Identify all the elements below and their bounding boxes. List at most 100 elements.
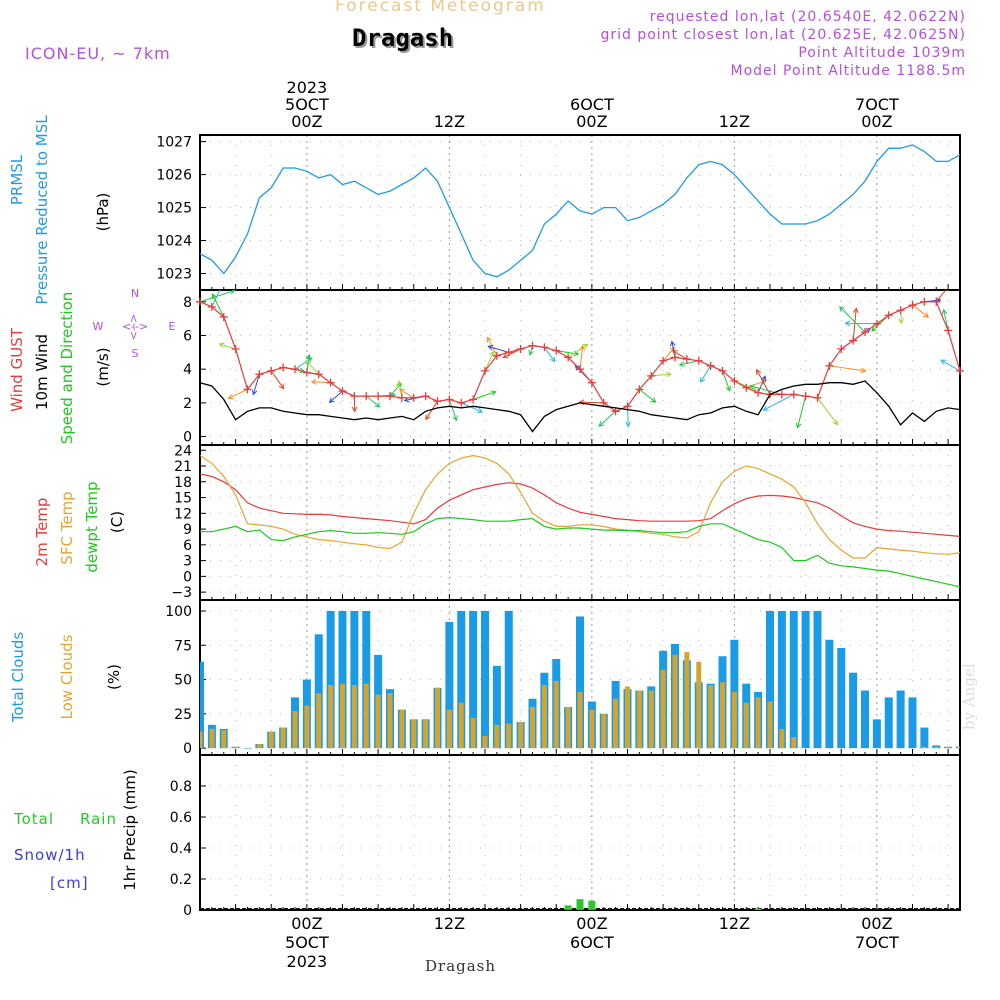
low-cloud-bar [684, 652, 690, 749]
low-cloud-bar [304, 705, 310, 749]
wind-arrow-head [528, 349, 534, 356]
gust-marker [409, 393, 418, 402]
gust-marker [469, 395, 478, 404]
low-cloud-bar [743, 702, 749, 749]
rain-bar [564, 905, 572, 910]
clouds-ytick-label: 100 [165, 604, 192, 620]
wind-arrow [598, 410, 616, 427]
precip-unit: 1hr Precip (mm) [121, 769, 139, 890]
gust-marker [777, 390, 786, 399]
wind-arrow-head [832, 419, 839, 426]
low-cloud-bar [435, 687, 440, 749]
wind-arrow [461, 402, 483, 413]
gust-marker [386, 392, 394, 401]
low-cloud-bar [411, 719, 417, 749]
temp-unit: (C) [108, 511, 126, 533]
total-cloud-bar [200, 661, 204, 749]
temperature-ytick-label: 0 [183, 569, 192, 585]
gust-marker [789, 390, 798, 399]
low-cloud-bar [921, 746, 927, 749]
total-cloud-bar [504, 610, 513, 749]
wind-arrow-head [725, 385, 731, 392]
wind-arrow [839, 306, 866, 333]
total-cloud-bar [314, 634, 323, 749]
precip-snow-label: Snow/1h [14, 846, 86, 864]
low-cloud-bar [731, 691, 737, 749]
wind-arrow-head [218, 342, 225, 348]
wind-unit: (m/s) [94, 347, 112, 386]
temperature-ytick-label: 15 [174, 491, 192, 507]
low-cloud-bar [779, 728, 785, 749]
bottom-time-label: 12Z [719, 914, 750, 933]
low-cloud-bar [541, 685, 547, 749]
gust-marker [350, 392, 359, 401]
low-cloud-bar [577, 691, 583, 749]
low-cloud-bar [482, 735, 488, 749]
gust-marker [730, 376, 739, 385]
wind-arrow-head [487, 344, 494, 351]
compass-s: S [132, 347, 139, 360]
low-cloud-bar [613, 698, 619, 749]
gust-marker [682, 355, 691, 364]
top-time-label: 7OCT [855, 95, 899, 114]
low-cloud-bar [767, 701, 773, 749]
total-cloud-bar [445, 621, 454, 749]
gust-marker [255, 370, 264, 379]
gust-marker [884, 311, 893, 320]
model-altitude: Model Point Altitude 1188.5m [730, 63, 966, 79]
wind-arrow [211, 290, 221, 308]
wind-arrow [486, 337, 498, 356]
total-cloud-bar [777, 610, 786, 749]
low-cloud-bar [446, 709, 452, 749]
wind-arrow [252, 374, 260, 395]
wind-ytick-label: 6 [183, 328, 192, 344]
total-cloud-bar [849, 672, 858, 749]
bottom-location-label: Dragash [425, 957, 497, 975]
gust-marker [326, 378, 335, 387]
wind-arrow-head [625, 421, 631, 428]
model-label: ICON-EU, ~ 7km [25, 44, 171, 63]
wind-arrow-head [762, 405, 769, 411]
gust-marker [837, 344, 846, 353]
gust-marker [908, 301, 917, 310]
wind-arrow [797, 396, 807, 428]
low-cloud-bar [720, 682, 725, 749]
bottom-time-label: 12Z [434, 914, 465, 933]
wind-arrow-head [374, 402, 381, 408]
total-cloud-bar [813, 610, 822, 749]
gust-marker [825, 361, 834, 370]
low-cloud-bar [233, 746, 239, 749]
wind-arrow [943, 309, 949, 331]
top-time-label: 5OCT [285, 95, 329, 114]
wind-arrow-head [760, 375, 767, 382]
temp2m-line [199, 473, 961, 537]
gust-marker [207, 302, 216, 311]
precipitation-ytick-label: 0.2 [170, 872, 192, 888]
wind-arrow [425, 400, 438, 420]
wind-speed-dir-label: Speed and Direction [58, 292, 76, 445]
temp-2m-label: 2m Temp [33, 498, 51, 567]
clouds-ytick-label: 50 [174, 673, 192, 689]
wind-arrow [211, 293, 225, 318]
gust-marker [243, 385, 252, 394]
pressure-ytick-label: 1026 [156, 168, 192, 184]
total-cloud-bar [837, 648, 846, 749]
low-cloud-bar [530, 706, 535, 749]
gust-marker [291, 365, 299, 374]
gust-marker [433, 397, 442, 406]
wind-arrow [757, 376, 766, 393]
pressure-ytick-label: 1025 [156, 201, 192, 217]
total-cloud-bar [576, 616, 584, 749]
gust-marker [754, 388, 763, 397]
top-time-label: 2023 [287, 78, 328, 97]
pressure-ytick-label: 1027 [156, 135, 192, 151]
precip-total-label: Total [13, 810, 54, 828]
low-cloud-bar [280, 727, 286, 749]
total-cloud-bar [481, 610, 489, 749]
total-cloud-bar [801, 610, 810, 749]
temperature-ytick-label: 3 [183, 554, 192, 570]
gust-marker [742, 383, 751, 392]
total-cloud-bar [457, 610, 466, 749]
wind-arrow-head [398, 388, 405, 394]
wind-arrow [817, 397, 838, 425]
